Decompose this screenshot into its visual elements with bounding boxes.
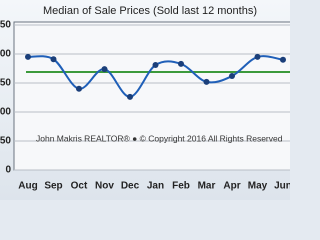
y-tick-label: 250	[0, 20, 11, 31]
watermark: John Makris REALTOR® ● © Copyright 2016 …	[36, 133, 283, 143]
data-point	[229, 73, 235, 80]
x-tick-label: Feb	[172, 181, 190, 192]
y-tick-label: 200	[0, 49, 11, 60]
x-tick-label: Dec	[121, 181, 140, 192]
x-tick-label: Aug	[18, 181, 37, 192]
y-tick-label: 100	[0, 107, 11, 118]
data-point	[152, 62, 159, 69]
x-tick-label: Sep	[44, 181, 62, 192]
y-tick-label: 0	[5, 165, 11, 176]
x-tick-label: Nov	[95, 181, 114, 192]
x-tick-label: Jun	[274, 181, 290, 192]
plot-area	[13, 21, 290, 171]
y-tick-label: 50	[0, 136, 11, 147]
data-point	[254, 53, 261, 60]
data-point	[50, 56, 57, 63]
data-point	[25, 53, 31, 60]
y-tick-label: 150	[0, 78, 11, 89]
data-point	[280, 56, 286, 63]
chart: Median of Sale Prices (Sold last 12 mont…	[0, 0, 290, 200]
chart-title: Median of Sale Prices (Sold last 12 mont…	[43, 5, 257, 17]
data-point	[178, 60, 184, 67]
data-point	[76, 85, 82, 92]
data-point	[203, 78, 210, 85]
x-tick-label: May	[248, 181, 268, 192]
x-tick-label: Mar	[198, 181, 216, 192]
data-point	[101, 66, 108, 73]
x-tick-label: Jan	[147, 181, 164, 192]
x-tick-label: Oct	[71, 181, 88, 192]
x-tick-label: Apr	[223, 181, 240, 192]
data-point	[127, 93, 133, 100]
